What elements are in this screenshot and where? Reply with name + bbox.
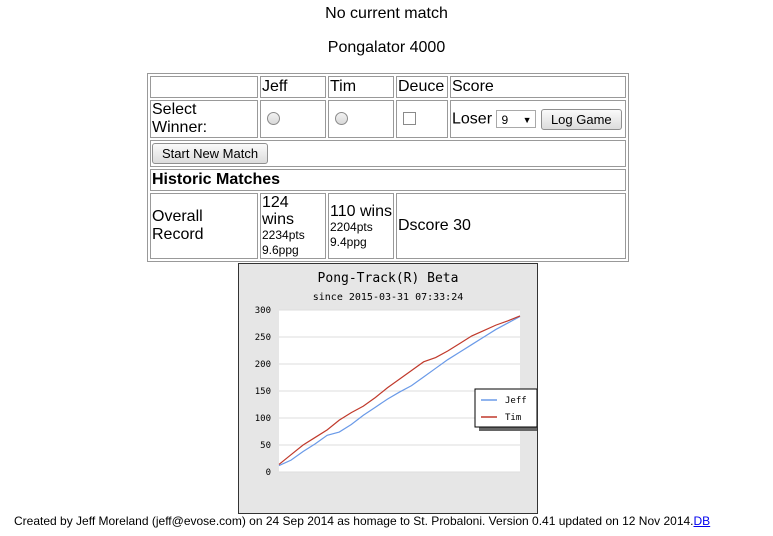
loser-score-value: 9 xyxy=(501,113,509,127)
historic-matches-title: Historic Matches xyxy=(150,169,626,191)
deuce-cell xyxy=(396,100,448,138)
tim-ppg: 9.4ppg xyxy=(330,234,367,249)
y-tick-label: 200 xyxy=(255,360,271,370)
tim-wins: 110 wins xyxy=(330,202,392,220)
footer-credit-text: Created by Jeff Moreland (jeff@evose.com… xyxy=(14,514,694,528)
header-empty-cell xyxy=(150,76,258,98)
jeff-winner-radio[interactable] xyxy=(267,112,280,126)
column-jeff: Jeff xyxy=(260,76,326,98)
tim-winner-radio[interactable] xyxy=(335,112,348,126)
tim-record-cell: 110 wins 2204pts 9.4ppg xyxy=(328,193,394,259)
tim-radio-cell xyxy=(328,100,394,138)
select-winner-row: Select Winner: Loser 9 ▼ Log Game xyxy=(150,100,626,138)
jeff-radio-cell xyxy=(260,100,326,138)
series-line-tim xyxy=(278,315,521,465)
chart-canvas: 0 50 100 150 200 250 300 Jeff Tim xyxy=(255,306,537,478)
db-link[interactable]: DB xyxy=(693,514,711,528)
jeff-wins: 124 wins xyxy=(262,194,295,228)
column-deuce: Deuce xyxy=(396,76,448,98)
overall-record-row: Overall Record 124 wins 2234pts 9.6ppg 1… xyxy=(150,193,626,259)
y-tick-label: 300 xyxy=(255,306,271,316)
loser-score-select[interactable]: 9 ▼ xyxy=(496,110,537,128)
deuce-checkbox[interactable] xyxy=(403,112,416,126)
historic-title-row: Historic Matches xyxy=(150,169,626,191)
footer: Created by Jeff Moreland (jeff@evose.com… xyxy=(14,514,710,528)
new-match-cell: Start New Match xyxy=(150,140,626,167)
table-header-row: Jeff Tim Deuce Score xyxy=(150,76,626,98)
column-tim: Tim xyxy=(328,76,394,98)
tim-points: 2204pts xyxy=(330,219,373,234)
match-status: No current match xyxy=(325,5,448,22)
loser-label: Loser xyxy=(452,110,493,128)
series-line-jeff xyxy=(278,315,521,467)
overall-record-label: Overall Record xyxy=(150,193,258,259)
jeff-record-cell: 124 wins 2234pts 9.6ppg xyxy=(260,193,326,259)
log-game-button[interactable]: Log Game xyxy=(540,108,622,130)
app-title: Pongalator 4000 xyxy=(327,39,446,56)
start-new-match-button[interactable]: Start New Match xyxy=(152,143,269,164)
y-tick-label: 0 xyxy=(266,468,271,478)
column-score: Score xyxy=(450,76,626,98)
y-tick-label: 250 xyxy=(255,333,271,343)
y-tick-label: 100 xyxy=(255,414,271,424)
jeff-ppg: 9.6ppg xyxy=(262,243,299,257)
score-cell: Loser 9 ▼ Log Game xyxy=(450,100,626,138)
dscore-cell: Dscore 30 xyxy=(396,193,626,259)
legend-box xyxy=(474,388,537,428)
score-table: Jeff Tim Deuce Score Select Winner: Lose… xyxy=(147,73,629,262)
new-match-row: Start New Match xyxy=(150,140,626,167)
y-tick-label: 150 xyxy=(255,387,271,397)
pong-track-chart: Pong-Track(R) Beta since 2015-03-31 07:3… xyxy=(238,263,538,514)
chart-subtitle: since 2015-03-31 07:33:24 xyxy=(312,292,464,303)
jeff-points: 2234pts xyxy=(262,228,305,242)
legend-label: Jeff xyxy=(505,396,527,406)
select-winner-label: Select Winner: xyxy=(150,100,258,138)
y-tick-label: 50 xyxy=(260,441,271,451)
chart-title: Pong-Track(R) Beta xyxy=(317,271,459,286)
legend-label: Tim xyxy=(505,413,521,423)
chevron-down-icon: ▼ xyxy=(522,115,532,125)
